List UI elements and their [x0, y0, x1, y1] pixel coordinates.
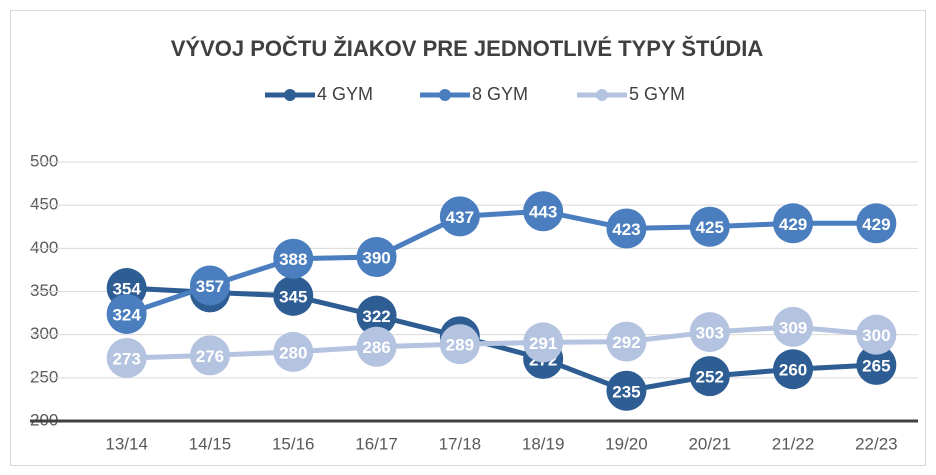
- data-label: 303: [696, 324, 724, 343]
- x-tick-label: 19/20: [605, 434, 648, 453]
- data-label: 289: [446, 336, 474, 355]
- point-marker: [356, 295, 397, 336]
- point-marker: [523, 191, 564, 232]
- data-label: 235: [612, 382, 640, 401]
- legend-label: 8 GYM: [472, 84, 528, 104]
- y-tick-label: 400: [30, 238, 58, 257]
- x-tick-label: 13/14: [105, 434, 148, 453]
- data-label: 429: [779, 215, 807, 234]
- series-line: [126, 324, 877, 361]
- data-label: 388: [279, 250, 307, 269]
- x-tick-label: 18/19: [522, 434, 565, 453]
- data-label: 322: [362, 307, 390, 326]
- x-tick-label: 21/22: [772, 434, 815, 453]
- point-marker: [189, 335, 230, 376]
- x-tick-label: 16/17: [355, 434, 398, 453]
- data-label: 429: [862, 215, 890, 234]
- x-tick-label: 15/16: [272, 434, 315, 453]
- point-marker: [273, 275, 314, 316]
- data-label: 425: [696, 218, 724, 237]
- x-tick-label: 17/18: [439, 434, 482, 453]
- y-tick-label: 250: [30, 367, 58, 386]
- point-marker: [606, 208, 647, 249]
- data-label: 443: [529, 203, 557, 222]
- point-marker: [856, 344, 897, 385]
- point-marker: [689, 206, 730, 247]
- y-tick-label: 350: [30, 281, 58, 300]
- data-label: 265: [862, 356, 890, 375]
- point-marker: [439, 196, 480, 237]
- y-tick-label: 500: [30, 151, 58, 170]
- y-tick-label: 450: [30, 195, 58, 214]
- point-marker: [189, 265, 230, 306]
- point-marker: [523, 322, 564, 363]
- point-marker: [856, 203, 897, 244]
- legend-marker: [284, 89, 296, 101]
- data-label: 276: [196, 347, 224, 366]
- data-label: 273: [112, 349, 140, 368]
- data-label: 390: [362, 248, 390, 267]
- chart-border: [10, 10, 926, 466]
- data-label: 252: [696, 368, 724, 387]
- point-marker: [273, 238, 314, 279]
- point-marker: [439, 324, 480, 365]
- x-tick-label: 14/15: [189, 434, 232, 453]
- series-line: [125, 208, 877, 317]
- data-label: 324: [112, 305, 141, 324]
- y-tick-label: 300: [30, 324, 58, 343]
- point-marker: [106, 337, 147, 378]
- point-marker: [106, 293, 147, 334]
- data-label: 354: [112, 280, 141, 299]
- chart-title: VÝVOJ POČTU ŽIAKOV PRE JEDNOTLIVÉ TYPY Š…: [171, 36, 764, 61]
- point-marker: [689, 312, 730, 353]
- point-marker: [773, 349, 814, 390]
- legend-label: 5 GYM: [629, 84, 685, 104]
- legend-marker: [596, 89, 608, 101]
- x-tick-label: 20/21: [688, 434, 731, 453]
- data-label: 260: [779, 361, 807, 380]
- data-label: 292: [612, 333, 640, 352]
- x-tick-label: 22/23: [855, 434, 898, 453]
- data-label: 437: [446, 208, 474, 227]
- point-marker: [856, 314, 897, 355]
- point-marker: [689, 356, 730, 397]
- point-marker: [356, 326, 397, 367]
- point-marker: [356, 236, 397, 277]
- point-marker: [773, 306, 814, 347]
- point-marker: [606, 321, 647, 362]
- series-line: [126, 285, 877, 394]
- legend-label: 4 GYM: [317, 84, 373, 104]
- legend-marker: [439, 89, 451, 101]
- point-marker: [273, 331, 314, 372]
- data-label: 345: [279, 287, 307, 306]
- point-marker: [606, 370, 647, 411]
- data-label: 286: [362, 338, 390, 357]
- data-label: 291: [529, 334, 557, 353]
- point-marker: [773, 203, 814, 244]
- data-label: 309: [779, 318, 807, 337]
- data-label: 300: [862, 326, 890, 345]
- data-label: 280: [279, 343, 307, 362]
- data-label: 357: [196, 277, 224, 296]
- data-label: 423: [612, 220, 640, 239]
